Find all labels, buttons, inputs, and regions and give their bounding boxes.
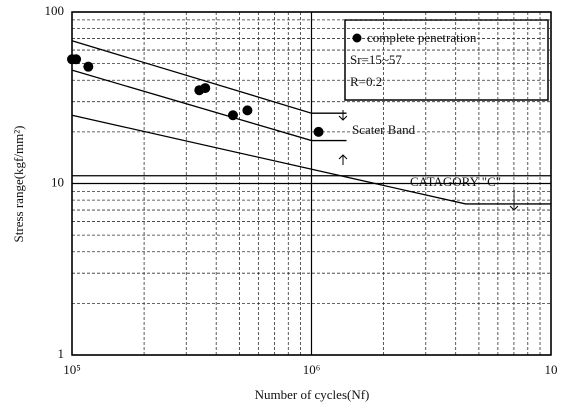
reference-line: [71, 40, 347, 114]
data-point: [83, 61, 94, 72]
plot-frame: [71, 11, 552, 356]
legend-note: Sr=15~57: [350, 52, 402, 67]
data-point: [227, 110, 238, 121]
x-tick-label: 10⁶: [303, 362, 321, 377]
data-point: [71, 54, 82, 65]
x-axis-label: Number of cycles(Nf): [255, 387, 370, 402]
data-point: [200, 83, 211, 94]
reference-line: [71, 114, 551, 205]
x-tick-label: 10⁵: [63, 362, 81, 377]
annotation: CATAGORY "C": [410, 174, 501, 189]
arrow: [338, 110, 519, 211]
y-tick-label: 100: [45, 3, 65, 18]
x-tick-label: 10: [545, 362, 558, 377]
legend-marker: [352, 33, 362, 43]
y-axis-label: Stress range(kgf/mm²): [11, 126, 26, 243]
data-point: [242, 105, 253, 116]
reference-line: [71, 69, 347, 142]
y-tick-label: 1: [58, 346, 65, 361]
data-point: [313, 126, 324, 137]
plot: [71, 11, 552, 356]
legend-note: R=0.2: [350, 74, 382, 89]
y-tick-label: 10: [51, 174, 64, 189]
legend-label: complete penetration: [367, 30, 477, 45]
